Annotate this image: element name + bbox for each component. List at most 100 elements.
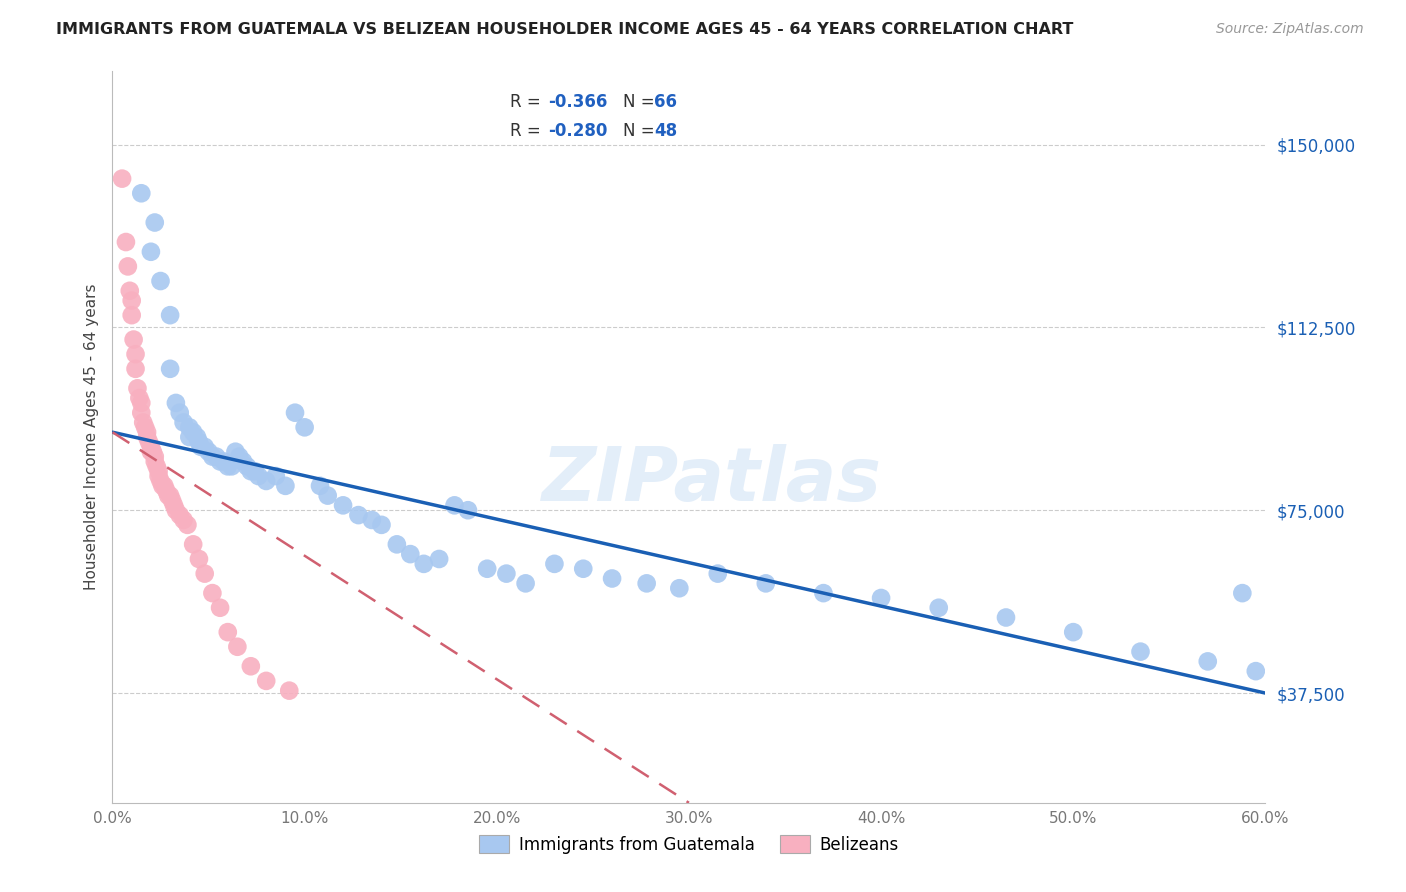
- Point: [284, 406, 307, 420]
- Point: [128, 391, 150, 405]
- Point: [236, 459, 259, 474]
- Point: [254, 673, 277, 688]
- Point: [132, 416, 155, 430]
- Point: [264, 469, 287, 483]
- Point: [157, 489, 180, 503]
- Point: [209, 600, 232, 615]
- Point: [138, 434, 160, 449]
- Point: [316, 489, 339, 503]
- Point: [928, 600, 950, 615]
- Point: [115, 235, 138, 249]
- Point: [188, 552, 211, 566]
- Point: [165, 396, 187, 410]
- Point: [228, 450, 250, 464]
- Point: [179, 420, 201, 434]
- Point: [173, 416, 195, 430]
- Point: [139, 440, 162, 454]
- Point: [217, 459, 239, 474]
- Point: [143, 454, 166, 468]
- Point: [477, 562, 499, 576]
- Point: [1197, 654, 1219, 668]
- Point: [543, 557, 565, 571]
- Point: [399, 547, 422, 561]
- Point: [309, 479, 332, 493]
- Point: [274, 479, 297, 493]
- Point: [176, 517, 198, 532]
- Point: [152, 479, 174, 493]
- Text: N =: N =: [623, 122, 659, 140]
- Point: [142, 444, 165, 458]
- Point: [412, 557, 434, 571]
- Point: [165, 503, 187, 517]
- Point: [347, 508, 370, 522]
- Point: [385, 537, 408, 551]
- Point: [134, 420, 156, 434]
- Point: [149, 474, 172, 488]
- Point: [121, 308, 143, 322]
- Point: [186, 430, 208, 444]
- Point: [148, 464, 170, 478]
- Point: [149, 274, 172, 288]
- Point: [232, 454, 254, 468]
- Text: 66: 66: [654, 93, 678, 112]
- Point: [129, 406, 153, 420]
- Point: [179, 430, 201, 444]
- Point: [145, 459, 167, 474]
- Point: [226, 640, 249, 654]
- Point: [159, 489, 181, 503]
- Point: [194, 440, 217, 454]
- Point: [239, 659, 262, 673]
- Point: [143, 215, 166, 229]
- Point: [143, 450, 166, 464]
- Point: [1062, 625, 1084, 640]
- Point: [600, 572, 623, 586]
- Point: [118, 284, 141, 298]
- Point: [181, 425, 204, 440]
- Point: [205, 450, 228, 464]
- Point: [221, 459, 243, 474]
- Point: [159, 361, 181, 376]
- Point: [278, 683, 301, 698]
- Point: [181, 537, 204, 551]
- Point: [332, 499, 354, 513]
- Point: [243, 464, 266, 478]
- Point: [217, 625, 239, 640]
- Text: 48: 48: [654, 122, 678, 140]
- Point: [247, 469, 270, 483]
- Point: [361, 513, 384, 527]
- Point: [155, 483, 177, 498]
- Point: [239, 464, 262, 478]
- Text: Source: ZipAtlas.com: Source: ZipAtlas.com: [1216, 22, 1364, 37]
- Text: R =: R =: [510, 93, 547, 112]
- Point: [870, 591, 893, 605]
- Point: [188, 434, 211, 449]
- Text: IMMIGRANTS FROM GUATEMALA VS BELIZEAN HOUSEHOLDER INCOME AGES 45 - 64 YEARS CORR: IMMIGRANTS FROM GUATEMALA VS BELIZEAN HO…: [56, 22, 1074, 37]
- Point: [636, 576, 658, 591]
- Point: [169, 508, 191, 522]
- Point: [173, 513, 195, 527]
- Point: [163, 499, 186, 513]
- Point: [572, 562, 595, 576]
- Point: [127, 381, 149, 395]
- Point: [122, 333, 145, 347]
- Point: [148, 469, 170, 483]
- Point: [124, 347, 146, 361]
- Point: [169, 406, 191, 420]
- Point: [139, 444, 162, 458]
- Point: [224, 444, 246, 458]
- Point: [212, 454, 235, 468]
- Point: [515, 576, 537, 591]
- Point: [1129, 645, 1152, 659]
- Point: [153, 479, 176, 493]
- Point: [707, 566, 730, 581]
- Point: [136, 425, 159, 440]
- Point: [1232, 586, 1254, 600]
- Point: [495, 566, 517, 581]
- Point: [124, 361, 146, 376]
- Point: [209, 454, 232, 468]
- Point: [443, 499, 465, 513]
- Point: [457, 503, 479, 517]
- Y-axis label: Householder Income Ages 45 - 64 years: Householder Income Ages 45 - 64 years: [84, 284, 100, 591]
- Point: [813, 586, 835, 600]
- Point: [755, 576, 778, 591]
